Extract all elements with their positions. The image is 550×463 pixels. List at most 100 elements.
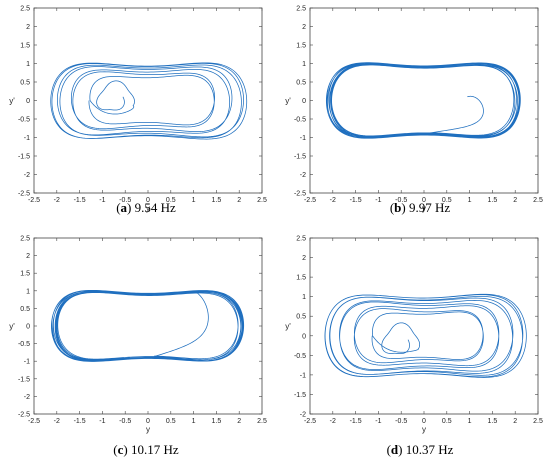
y-tick-label: 2.5 [20,236,30,243]
y-tick-label: -0.5 [294,353,306,360]
x-tick-label: 0 [422,197,426,204]
panel-letter: b [394,200,402,215]
x-tick-label: 1.5 [212,197,222,204]
y-tick-label: 1.5 [296,275,306,282]
y-tick-label: -1.5 [294,154,306,161]
y-tick-label: 0 [302,333,306,340]
x-tick-label: -2.5 [28,197,40,204]
x-tick-label: -1.5 [350,197,362,204]
x-tick-label: 0.5 [166,418,176,425]
y-tick-label: 2 [302,255,306,262]
y-tick-label: -2.5 [18,191,30,198]
y-tick-label: 0 [302,98,306,105]
y-tick-label: 1.5 [20,271,30,278]
x-tick-label: 0 [146,418,150,425]
x-tick-label: 1.5 [488,418,498,425]
x-tick-label: -2 [330,197,336,204]
x-tick-label: -2 [54,418,60,425]
x-tick-label: 2.5 [257,418,267,425]
y-axis-label: y' [285,322,291,331]
x-tick-label: 1 [468,197,472,204]
phase-trajectory [324,293,527,378]
y-tick-label: 2 [302,24,306,31]
y-tick-label: -2.5 [18,412,30,419]
y-axis-label: y' [285,97,291,106]
x-tick-label: 1 [468,418,472,425]
panel-frequency: 9.54 Hz [134,200,176,215]
y-tick-label: 0.5 [20,306,30,313]
y-axis-label: y' [9,322,15,331]
x-tick-label: -2 [330,418,336,425]
x-tick-label: 1.5 [488,197,498,204]
y-tick-label: -0.5 [18,341,30,348]
x-tick-label: -0.5 [395,197,407,204]
phase-trajectory [325,62,521,139]
y-tick-label: -2.5 [294,191,306,198]
x-axis-label: y [422,425,426,434]
y-tick-label: 2 [26,253,30,260]
y-tick-label: 0.5 [20,80,30,87]
x-tick-label: 2 [513,197,517,204]
panel-frequency: 10.17 Hz [131,442,179,457]
y-tick-label: -0.5 [294,117,306,124]
x-tick-label: -2 [54,197,60,204]
x-tick-label: -1 [375,197,381,204]
x-tick-label: -1.5 [74,418,86,425]
x-tick-label: -2.5 [304,197,316,204]
x-tick-label: -0.5 [395,418,407,425]
phase-trajectory [51,289,245,362]
chart-panel-b: -2.5 -2 -1.5 -1 -0.5 0 0.5 1 1.5 2 2.5 2.5 2 1.5 1 0.5 0… [285,6,543,214]
x-tick-label: -1 [375,418,381,425]
y-tick-label: -1.5 [18,376,30,383]
panel-frequency: 9.97 Hz [409,200,451,215]
x-axis-label: y [146,204,150,213]
plot-frame [33,237,263,415]
y-tick-label: 0 [26,324,30,331]
chart-panel-a: -2.5 -2 -1.5 -1 -0.5 0 0.5 1 1.5 2 2.5 2.5 2 1.5 1 0.5 0… [9,6,267,214]
chart-panel-c: -2.5 -2 -1.5 -1 -0.5 0 0.5 1 1.5 2 2.5 2.5 2 1.5 1 0.5 0… [9,236,267,435]
x-tick-label: 1 [192,418,196,425]
x-tick-label: -1 [99,418,105,425]
panel-letter: d [390,442,399,457]
panel-letter: c [117,442,124,457]
y-tick-label: -2 [24,172,30,179]
plot-frame [309,237,539,415]
panel-caption-a: (a) 9.54 Hz [116,200,176,215]
x-tick-label: 1.5 [212,418,222,425]
x-tick-label: 2.5 [257,197,267,204]
y-tick-label: -1 [300,135,306,142]
x-tick-label: -1 [99,197,105,204]
y-tick-label: 0.5 [296,314,306,321]
x-tick-label: 0.5 [442,197,452,204]
y-tick-label: 2 [26,24,30,31]
y-tick-label: 1.5 [296,43,306,50]
panel-caption-b: (b) 9.97 Hz [389,200,451,215]
y-tick-label: 1 [302,294,306,301]
panel-caption-c: (c) 10.17 Hz [113,442,179,457]
y-tick-label: 0 [26,98,30,105]
x-tick-label: -1.5 [350,418,362,425]
y-tick-label: 1 [26,288,30,295]
x-tick-label: 2 [237,197,241,204]
y-tick-label: 1.5 [20,43,30,50]
plot-frame [33,7,263,194]
x-tick-label: -1.5 [74,197,86,204]
x-axis-label: y [422,204,426,213]
y-tick-label: -2 [300,412,306,419]
phase-trajectory [50,62,248,140]
y-tick-label: -1 [24,359,30,366]
x-tick-label: 0 [422,418,426,425]
x-tick-label: 2.5 [533,418,543,425]
y-tick-label: -2 [24,394,30,401]
x-tick-label: 0.5 [166,197,176,204]
plot-frame [309,7,539,194]
y-tick-label: -1.5 [18,154,30,161]
x-tick-label: 0.5 [442,418,452,425]
x-tick-label: 2.5 [533,197,543,204]
y-tick-label: 1 [26,61,30,68]
panel-letter: a [120,200,128,215]
y-tick-label: -2 [300,172,306,179]
x-tick-label: 1 [192,197,196,204]
x-tick-label: 2 [237,418,241,425]
